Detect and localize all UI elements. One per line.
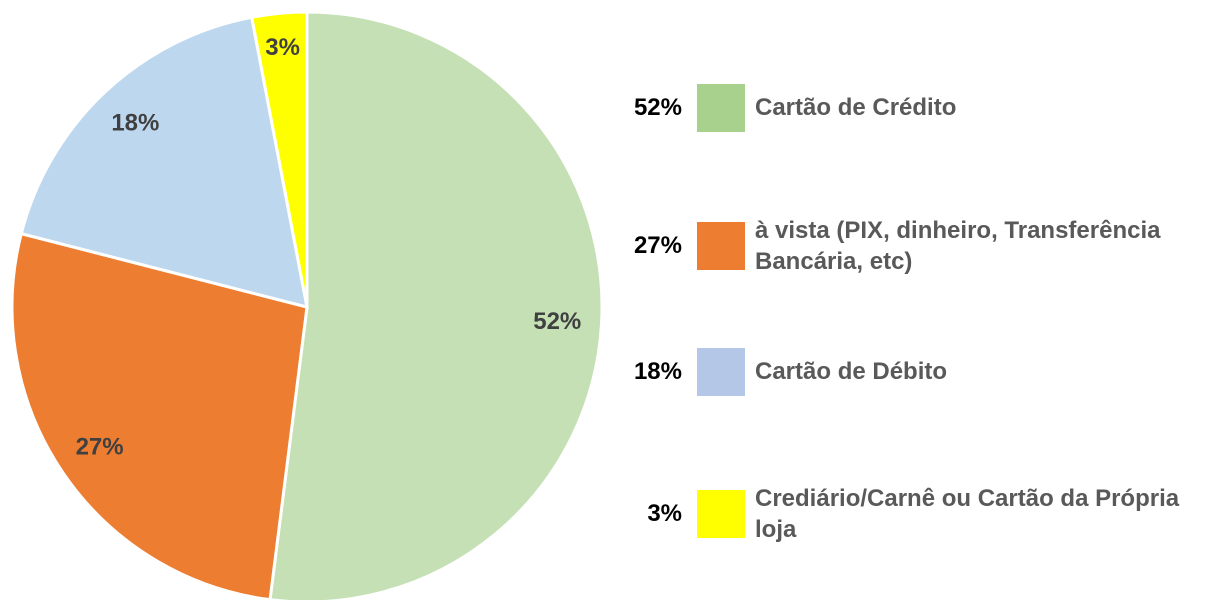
pie-slice — [10, 231, 309, 600]
pie-slice — [249, 10, 309, 308]
legend-item: 18% Cartão de Débito — [600, 348, 1200, 396]
legend-value: 27% — [633, 232, 682, 260]
pie-slice — [268, 10, 604, 600]
legend-swatch — [697, 222, 745, 271]
legend-label: Crediário/Carnê ou Cartão da Própria loj… — [755, 485, 1180, 544]
legend-swatch — [697, 348, 745, 396]
legend-label: Cartão de Crédito — [755, 94, 957, 122]
slice-label: 52% — [533, 308, 581, 335]
legend-label: Cartão de Débito — [755, 358, 948, 386]
slice-label: 18% — [111, 110, 159, 137]
legend-label: à vista (PIX, dinheiro, Transferência Ba… — [755, 217, 1161, 276]
slice-label: 27% — [76, 433, 124, 460]
legend-item: 52% Cartão de Crédito — [600, 84, 1200, 132]
pie-slice — [19, 15, 309, 310]
legend-swatch — [697, 84, 745, 132]
legend-item: 3% Crediário/Carnê ou Cartão da Própria l… — [600, 483, 1200, 545]
legend-value: 18% — [633, 358, 682, 385]
legend-value: 52% — [633, 94, 682, 121]
legend-item: 27% à vista (PIX, dinheiro, Transferência… — [600, 215, 1200, 277]
legend-value: 3% — [647, 500, 682, 528]
legend-swatch — [697, 490, 745, 539]
slice-label: 3% — [265, 34, 300, 61]
